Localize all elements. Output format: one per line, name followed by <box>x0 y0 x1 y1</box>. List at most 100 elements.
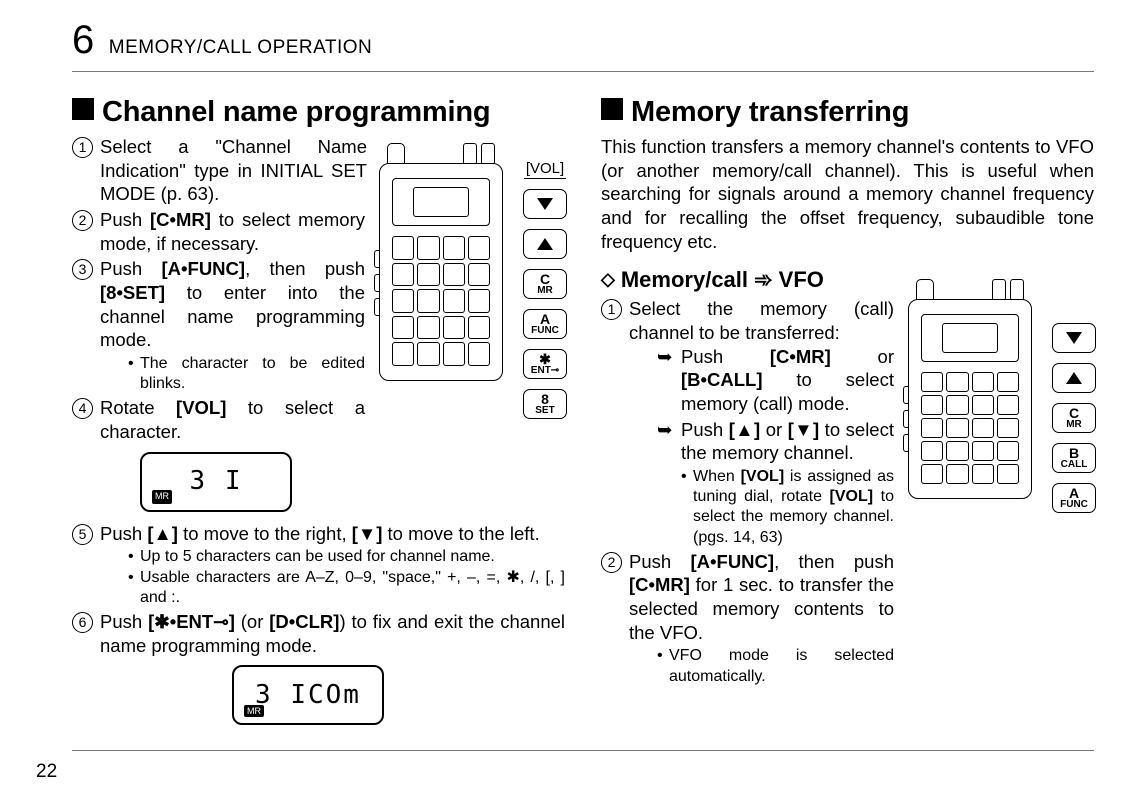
key-ref: [VOL] <box>176 397 226 418</box>
key-icon <box>972 441 994 461</box>
substep-a: Push [C•MR] or [B•CALL] to select memory… <box>657 345 894 416</box>
side-button-icon <box>903 434 909 452</box>
key-icon <box>392 263 414 287</box>
key-ref: [A•FUNC] <box>162 258 246 279</box>
page-number: 22 <box>36 761 57 783</box>
key-icon <box>468 316 490 340</box>
key-ref: [VOL] <box>741 468 785 485</box>
triangle-up-icon <box>537 238 553 250</box>
step-4: Rotate [VOL] to select a character. MR 3… <box>72 396 365 511</box>
key-icon <box>417 236 439 260</box>
step-5: Push [▲] to move to the right, [▼] to mo… <box>72 522 565 608</box>
substep-b: Push [▲] or [▼] to select the memory cha… <box>657 418 894 548</box>
key-ref: [C•MR] <box>770 346 831 367</box>
t: Push <box>629 551 691 572</box>
callout-c-mr: CMR <box>523 269 567 299</box>
footer-divider <box>72 750 1094 751</box>
key-icon <box>997 372 1019 392</box>
key-icon <box>468 342 490 366</box>
chapter-label: MEMORY/CALL OPERATION <box>109 37 373 59</box>
step-3-notes: The character to be edited blinks. <box>128 354 365 394</box>
key-ref: [▼] <box>352 523 383 544</box>
key-icon <box>921 418 943 438</box>
callouts-right: CMR BCALL AFUNC <box>1052 323 1096 513</box>
step-1: Select the memory (call) channel to be t… <box>601 297 894 547</box>
pill-big: A <box>1069 486 1079 500</box>
left-column: Channel name programming <box>72 96 565 735</box>
t: Push <box>681 346 770 367</box>
key-icon <box>972 372 994 392</box>
key-ref: [C•MR] <box>150 209 211 230</box>
note: VFO mode is selected automatically. <box>657 646 894 686</box>
keypad <box>392 236 490 366</box>
chapter-number: 6 <box>72 18 95 63</box>
radio-screen-inner <box>942 323 998 353</box>
key-ref: [▼] <box>788 419 819 440</box>
side-button-icon <box>903 410 909 428</box>
key-icon <box>997 418 1019 438</box>
t: Push <box>100 258 162 279</box>
callout-a-func: AFUNC <box>1052 483 1096 513</box>
key-icon <box>468 289 490 313</box>
pill-small: FUNC <box>1060 500 1088 510</box>
key-icon <box>443 342 465 366</box>
t: to move to the right, <box>178 523 352 544</box>
radio-body <box>908 299 1032 499</box>
lcd-display-1: MR 3 I <box>140 452 292 512</box>
key-icon <box>946 464 968 484</box>
diamond-icon: ◇ <box>601 269 615 290</box>
pill-big: A <box>540 312 550 326</box>
lcd-display-2: MR 3 ICOm <box>232 665 384 725</box>
t: (or <box>235 611 269 632</box>
key-icon <box>946 372 968 392</box>
step-6: Push [✱•ENT⊸] (or [D•CLR]) to fix and ex… <box>72 610 565 657</box>
side-button-icon <box>374 250 380 268</box>
callout-down-icon <box>1052 323 1096 353</box>
left-steps-cont: Push [▲] to move to the right, [▼] to mo… <box>72 522 565 657</box>
section-heading-left: Channel name programming <box>72 96 565 129</box>
knob-icon <box>1010 279 1024 301</box>
key-icon <box>972 464 994 484</box>
t: or <box>760 419 788 440</box>
subheading-text: Memory/call ➾ VFO <box>621 267 824 292</box>
key-icon <box>921 464 943 484</box>
note: Up to 5 characters can be used for chann… <box>128 547 565 567</box>
pill-big: B <box>1069 446 1079 460</box>
key-icon <box>997 464 1019 484</box>
manual-page: 6 MEMORY/CALL OPERATION Channel name pro… <box>0 0 1146 803</box>
key-icon <box>443 316 465 340</box>
pill-small: FUNC <box>531 326 559 336</box>
note: Usable characters are A–Z, 0–9, "space,"… <box>128 568 565 608</box>
knob-icon <box>992 279 1006 301</box>
key-ref: [✱•ENT⊸] <box>148 611 235 632</box>
key-icon <box>972 395 994 415</box>
keypad <box>921 372 1019 484</box>
key-icon <box>921 372 943 392</box>
radio-screen <box>921 314 1019 362</box>
key-icon <box>392 316 414 340</box>
note: When [VOL] is assigned as tuning dial, r… <box>681 467 894 548</box>
side-button-icon <box>903 386 909 404</box>
key-icon <box>417 316 439 340</box>
note: The character to be edited blinks. <box>128 354 365 394</box>
key-icon <box>443 263 465 287</box>
t: Push <box>681 419 729 440</box>
key-icon <box>946 441 968 461</box>
key-icon <box>392 236 414 260</box>
columns: Channel name programming <box>72 96 1094 735</box>
key-icon <box>443 289 465 313</box>
header-divider <box>72 71 1094 72</box>
t: to move to the left. <box>382 523 539 544</box>
side-button-icon <box>374 298 380 316</box>
lcd-text: 3 I <box>190 465 243 498</box>
chapter-header: 6 MEMORY/CALL OPERATION <box>72 18 1094 63</box>
key-icon <box>417 342 439 366</box>
key-ref: [VOL] <box>830 488 874 505</box>
pill-small: CALL <box>1061 460 1088 470</box>
lcd-mr-icon: MR <box>244 705 264 717</box>
heading-text: Memory transferring <box>631 96 909 128</box>
triangle-up-icon <box>1066 372 1082 384</box>
callout-a-func: AFUNC <box>523 309 567 339</box>
callout-up-icon <box>1052 363 1096 393</box>
pill-big: C <box>540 272 550 286</box>
